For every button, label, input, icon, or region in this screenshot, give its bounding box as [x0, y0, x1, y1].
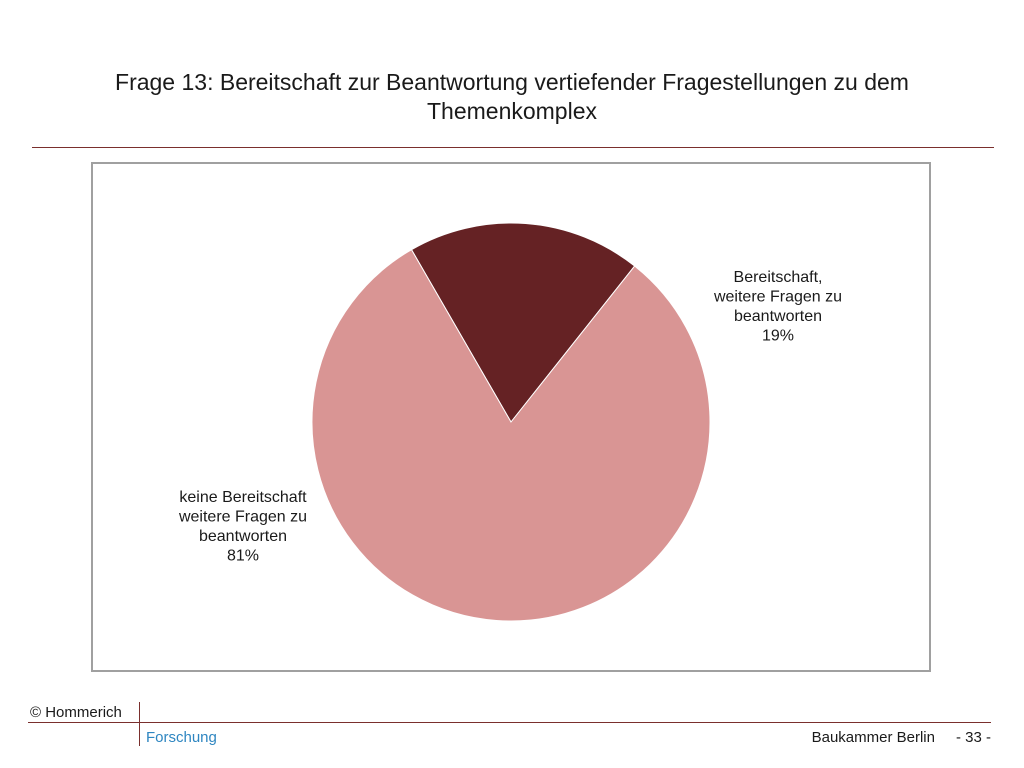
- chart-frame: Bereitschaft, weitere Fragen zu beantworte…: [91, 162, 931, 672]
- pie-slice-label-1: keine Bereitschaft weitere Fragen zu beant…: [178, 489, 307, 565]
- organization-label: Baukammer Berlin: [811, 729, 935, 746]
- pie-slice-1: [311, 248, 711, 622]
- slide-title: Frage 13: Bereitschaft zur Beantwortung …: [115, 69, 909, 124]
- title-divider: [32, 147, 994, 148]
- footer-vertical-divider: [139, 702, 140, 746]
- footer-divider: [28, 722, 991, 723]
- page-number: - 33 -: [955, 729, 991, 746]
- pie-slice-label-0: Bereitschaft, weitere Fragen zu beantworte…: [713, 269, 842, 345]
- pie-chart: Bereitschaft, weitere Fragen zu beantworte…: [178, 222, 842, 622]
- department-label: Forschung: [146, 729, 217, 746]
- copyright-label: © Hommerich: [30, 704, 122, 721]
- pie-slice-0: [410, 222, 636, 423]
